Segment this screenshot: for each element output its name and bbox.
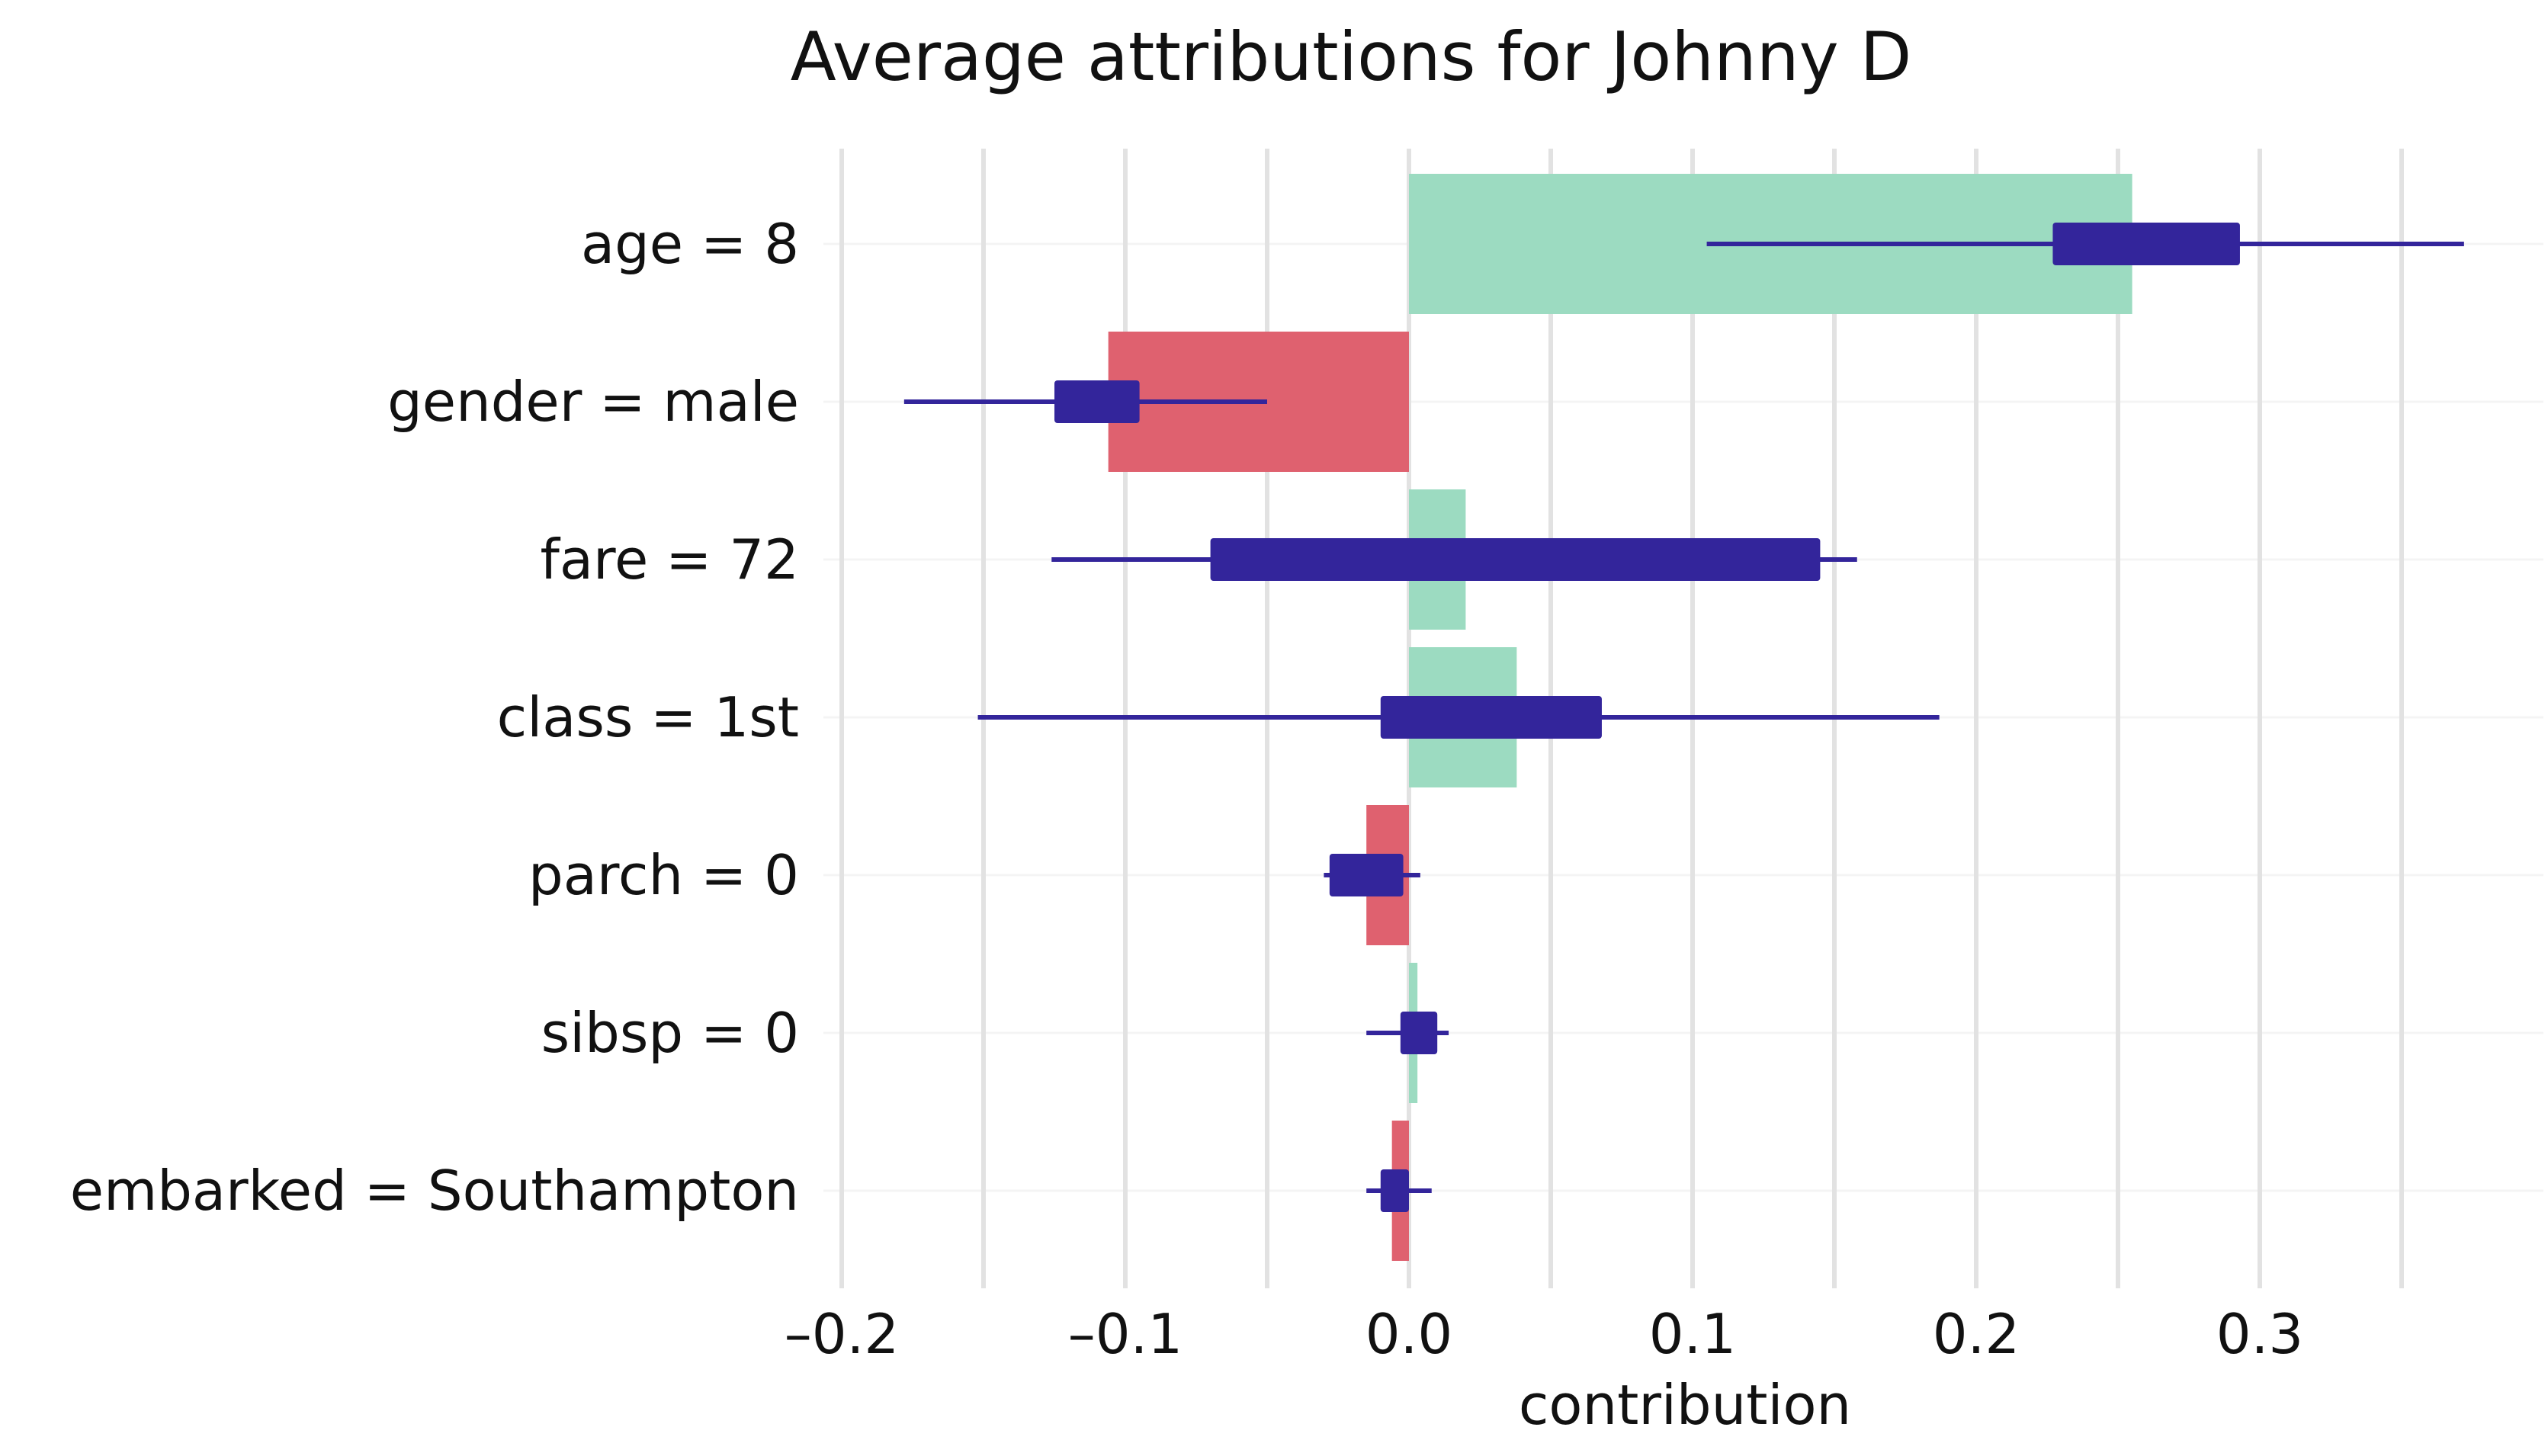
x-tick-labels: –0.2 –0.1 0.0 0.1 0.2 0.3 — [785, 1302, 2304, 1366]
category-label: parch = 0 — [528, 843, 799, 907]
boxplot-box — [1380, 1169, 1409, 1212]
x-tick-label: 0.1 — [1649, 1302, 1737, 1366]
x-axis-title: contribution — [1519, 1373, 1851, 1437]
boxplots — [903, 223, 2464, 1212]
category-label: embarked = Southampton — [70, 1159, 799, 1223]
x-tick-label: 0.2 — [1933, 1302, 2020, 1366]
boxplot-box — [1380, 696, 1602, 739]
chart-title: Average attributions for Johnny D — [791, 18, 1912, 96]
category-label: age = 8 — [581, 212, 799, 276]
x-tick-label: –0.1 — [1068, 1302, 1183, 1366]
x-tick-label: 0.0 — [1365, 1302, 1453, 1366]
boxplot-box — [1329, 854, 1404, 896]
category-label: fare = 72 — [540, 528, 799, 592]
category-label: sibsp = 0 — [541, 1001, 799, 1065]
boxplot-box — [2052, 223, 2240, 265]
x-tick-label: –0.2 — [785, 1302, 900, 1366]
category-labels: age = 8 gender = male fare = 72 class = 1st… — [70, 212, 799, 1223]
boxplot-box — [1400, 1012, 1438, 1054]
x-tick-label: 0.3 — [2216, 1302, 2304, 1366]
boxplot-box — [1210, 538, 1821, 581]
category-label: class = 1st — [497, 685, 799, 749]
category-label: gender = male — [387, 370, 799, 434]
boxplot-box — [1054, 380, 1140, 423]
